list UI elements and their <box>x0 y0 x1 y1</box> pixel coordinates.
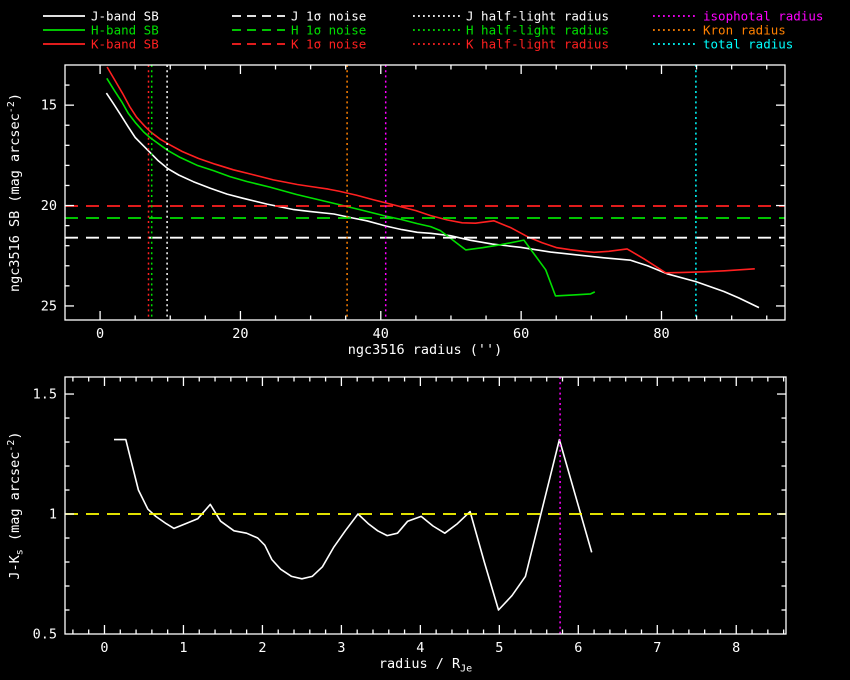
legend-label: J-band SB <box>91 9 159 24</box>
x-axis-label: radius / RJe <box>379 656 472 675</box>
y-axis-label: ngc3516 SB (mag arcsec-2) <box>6 93 23 292</box>
legend-label: total radius <box>703 37 793 52</box>
x-tick-label: 8 <box>732 640 740 656</box>
y-axis-label: J-Ks (mag arcsec-2) <box>6 431 26 579</box>
x-tick-label: 3 <box>337 640 345 656</box>
legend-item: H 1σ noise <box>232 23 366 38</box>
axis-ticks <box>65 377 786 634</box>
legend-item: K-band SB <box>43 37 159 52</box>
axes-frame <box>64 376 787 635</box>
curve-j-band-sb <box>105 92 760 309</box>
curve-k-band-sb <box>106 66 755 274</box>
x-tick-label: 0 <box>96 326 104 342</box>
y-tick-label: 20 <box>41 198 57 214</box>
legend-item: H-band SB <box>43 23 159 38</box>
x-tick-label: 40 <box>373 326 389 342</box>
legend-item: K 1σ noise <box>232 37 366 52</box>
legend-item: J 1σ noise <box>232 9 366 24</box>
axes-frame <box>64 64 786 321</box>
y-tick-label: 1.5 <box>33 387 57 403</box>
x-tick-label: 1 <box>179 640 187 656</box>
curve-h-band-sb <box>106 77 596 297</box>
color-profile-plot: 0 1 2 3 4 5 6 7 8 0.5 1 1.5 radius / RJe J-Ks (mag ar… <box>6 376 787 675</box>
sb-profile-plot: 0 20 40 60 80 15 20 25 ngc3516 radius ('') ngc351… <box>6 64 786 358</box>
legend-label: H half-light radius <box>466 23 609 38</box>
legend-item: isophotal radius <box>653 9 823 24</box>
legend-label: K 1σ noise <box>291 37 366 52</box>
legend-item: J half-light radius <box>413 9 609 24</box>
legend-label: isophotal radius <box>703 9 823 24</box>
x-tick-label: 0 <box>100 640 108 656</box>
legend-label: J half-light radius <box>466 9 609 24</box>
x-tick-label: 6 <box>574 640 582 656</box>
y-tick-label: 25 <box>41 298 57 314</box>
legend-item: Kron radius <box>653 23 786 38</box>
x-tick-label: 4 <box>416 640 424 656</box>
curve-j-ks-color-profile <box>114 438 593 611</box>
legend-item: K half-light radius <box>413 37 609 52</box>
legend-label: Kron radius <box>703 23 786 38</box>
x-tick-label: 5 <box>495 640 503 656</box>
x-tick-label: 20 <box>232 326 248 342</box>
y-tick-label: 0.5 <box>33 627 57 643</box>
y-tick-label: 1 <box>49 507 57 523</box>
y-tick-label: 15 <box>41 98 57 114</box>
x-axis-label: ngc3516 radius ('') <box>348 342 502 358</box>
x-tick-label: 7 <box>653 640 661 656</box>
legend-label: H 1σ noise <box>291 23 366 38</box>
legend-item: H half-light radius <box>413 23 609 38</box>
legend-item: J-band SB <box>43 9 159 24</box>
x-tick-label: 60 <box>513 326 529 342</box>
legend-label: J 1σ noise <box>291 9 366 24</box>
x-tick-label: 80 <box>653 326 669 342</box>
legend-item: total radius <box>653 37 793 52</box>
x-tick-label: 2 <box>258 640 266 656</box>
legend-label: K-band SB <box>91 37 159 52</box>
legend-label: H-band SB <box>91 23 159 38</box>
axis-ticks <box>65 65 785 320</box>
legend-label: K half-light radius <box>466 37 609 52</box>
